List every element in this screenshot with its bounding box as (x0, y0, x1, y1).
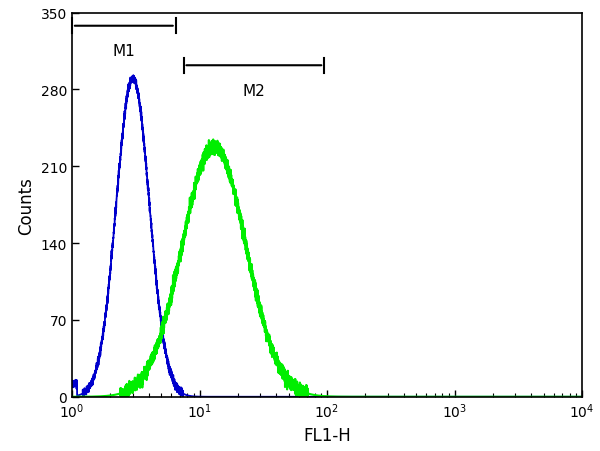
Text: M2: M2 (242, 83, 265, 99)
Y-axis label: Counts: Counts (17, 176, 35, 234)
X-axis label: FL1-H: FL1-H (303, 426, 351, 444)
Text: M1: M1 (112, 44, 135, 59)
